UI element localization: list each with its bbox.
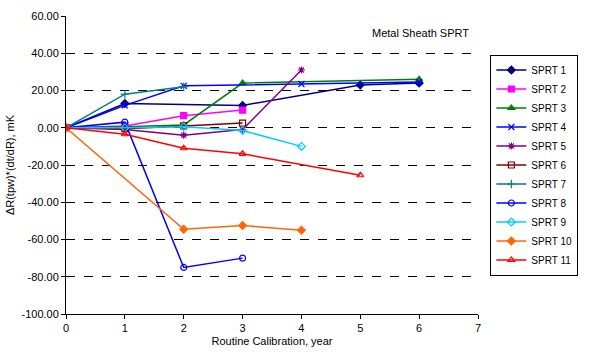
- svg-text:5: 5: [357, 322, 363, 334]
- svg-text:SPRT 9: SPRT 9: [531, 217, 566, 228]
- svg-text:7: 7: [475, 322, 481, 334]
- svg-text:-20.00: -20.00: [28, 159, 59, 171]
- svg-text:0.00: 0.00: [37, 122, 58, 134]
- svg-text:SPRT 6: SPRT 6: [531, 160, 566, 171]
- svg-text:0: 0: [63, 322, 69, 334]
- svg-text:-80.00: -80.00: [28, 271, 59, 283]
- svg-text:SPRT 10: SPRT 10: [531, 236, 572, 247]
- svg-text:SPRT 5: SPRT 5: [531, 141, 566, 152]
- svg-text:-100.00: -100.00: [21, 308, 58, 320]
- svg-text:SPRT 11: SPRT 11: [531, 255, 571, 266]
- svg-text:SPRT 1: SPRT 1: [531, 65, 566, 76]
- svg-text:1: 1: [122, 322, 128, 334]
- svg-text:-40.00: -40.00: [28, 196, 59, 208]
- svg-text:SPRT 7: SPRT 7: [531, 179, 566, 190]
- svg-text:40.00: 40.00: [31, 47, 59, 59]
- svg-text:Routine Calibration, year: Routine Calibration, year: [211, 335, 332, 347]
- svg-text:SPRT 3: SPRT 3: [531, 103, 566, 114]
- svg-text:SPRT 4: SPRT 4: [531, 122, 566, 133]
- svg-text:SPRT 2: SPRT 2: [531, 84, 566, 95]
- svg-text:20.00: 20.00: [31, 84, 59, 96]
- svg-text:-60.00: -60.00: [28, 233, 59, 245]
- svg-text:2: 2: [181, 322, 187, 334]
- svg-text:6: 6: [416, 322, 422, 334]
- svg-text:60.00: 60.00: [31, 10, 59, 22]
- svg-text:ΔR(tpw)*(dt/dR), mK: ΔR(tpw)*(dt/dR), mK: [4, 114, 16, 215]
- svg-text:3: 3: [240, 322, 246, 334]
- svg-text:Metal Sheath SPRT: Metal Sheath SPRT: [372, 27, 469, 39]
- svg-text:SPRT 8: SPRT 8: [531, 198, 566, 209]
- svg-text:4: 4: [298, 322, 304, 334]
